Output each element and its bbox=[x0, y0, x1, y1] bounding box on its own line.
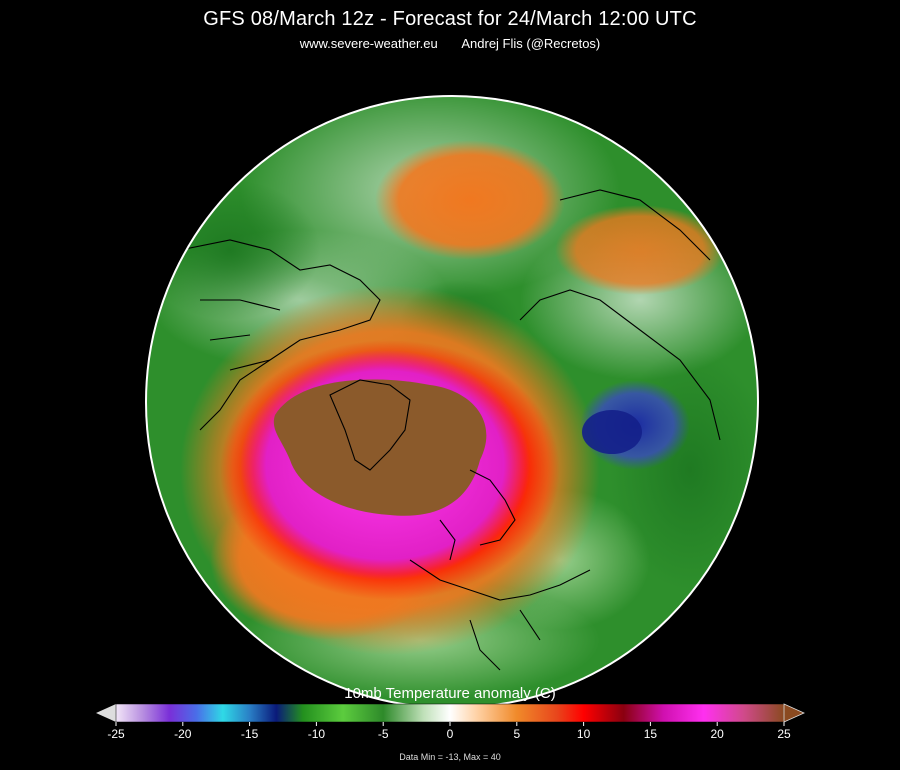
colorbar-gradient bbox=[115, 703, 785, 723]
colorbar-tick-label: -20 bbox=[174, 727, 192, 741]
colorbar-tick-label: 15 bbox=[643, 727, 658, 741]
author-credit: Andrej Flis (@Recretos) bbox=[461, 36, 601, 51]
data-min-max: Data Min = -13, Max = 40 bbox=[399, 752, 501, 762]
colorbar-tick-label: -5 bbox=[377, 727, 389, 741]
anomaly-field bbox=[146, 96, 758, 708]
colorbar-tick-label: -15 bbox=[240, 727, 259, 741]
map-subtitle: www.severe-weather.eu Andrej Flis (@Recr… bbox=[0, 36, 900, 51]
colorbar-tick-label: 0 bbox=[446, 727, 454, 741]
map-title: GFS 08/March 12z - Forecast for 24/March… bbox=[203, 8, 697, 30]
colorbar-left-arrow bbox=[96, 704, 116, 722]
colorbar-right-arrow bbox=[783, 703, 805, 723]
site-credit: www.severe-weather.eu bbox=[299, 36, 438, 51]
colorbar-tick-label: 10 bbox=[576, 727, 591, 741]
coastlines bbox=[179, 189, 721, 671]
colorbar-title: 10mb Temperature anomaly (C) bbox=[344, 685, 556, 702]
colorbar-tick-label: -10 bbox=[307, 727, 326, 741]
colorbar-tick-label: 20 bbox=[710, 727, 724, 741]
colorbar-tick-label: -25 bbox=[107, 727, 125, 741]
colorbar-tick-label: 5 bbox=[513, 727, 521, 741]
colorbar-tick-label: 25 bbox=[777, 727, 791, 741]
